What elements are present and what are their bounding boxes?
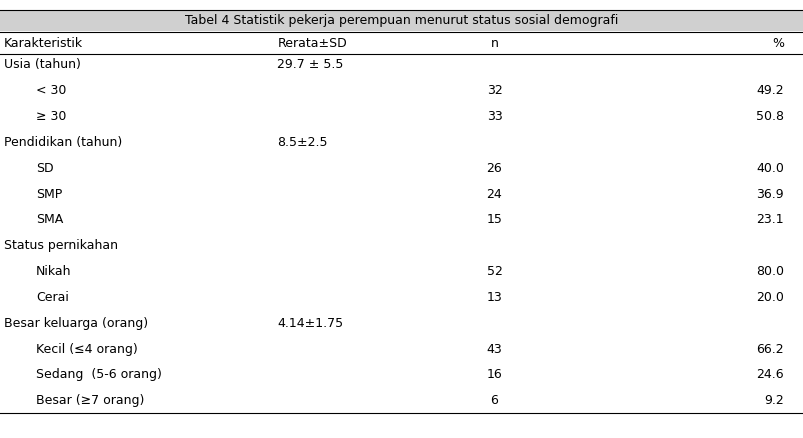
Text: < 30: < 30	[36, 84, 67, 97]
Text: 26: 26	[486, 162, 502, 175]
Text: SMP: SMP	[36, 187, 63, 201]
Text: 29.7 ± 5.5: 29.7 ± 5.5	[277, 58, 344, 71]
FancyBboxPatch shape	[0, 10, 803, 31]
Text: Sedang  (5-6 orang): Sedang (5-6 orang)	[36, 368, 162, 381]
Text: 13: 13	[486, 291, 502, 304]
Text: 49.2: 49.2	[756, 84, 783, 97]
Text: 50.8: 50.8	[755, 110, 783, 123]
Text: 32: 32	[486, 84, 502, 97]
Text: Nikah: Nikah	[36, 265, 71, 278]
Text: 80.0: 80.0	[755, 265, 783, 278]
Text: Usia (tahun): Usia (tahun)	[4, 58, 81, 71]
Text: 16: 16	[486, 368, 502, 381]
Text: SD: SD	[36, 162, 54, 175]
Text: 6: 6	[490, 394, 498, 407]
Text: Rerata±SD: Rerata±SD	[277, 37, 347, 50]
Text: 24: 24	[486, 187, 502, 201]
Text: 40.0: 40.0	[755, 162, 783, 175]
Text: 36.9: 36.9	[756, 187, 783, 201]
Text: Tabel 4 Statistik pekerja perempuan menurut status sosial demografi: Tabel 4 Statistik pekerja perempuan menu…	[185, 14, 618, 27]
Text: Kecil (≤4 orang): Kecil (≤4 orang)	[36, 343, 138, 356]
Text: SMA: SMA	[36, 213, 63, 226]
Text: 15: 15	[486, 213, 502, 226]
Text: Besar (≥7 orang): Besar (≥7 orang)	[36, 394, 145, 407]
Text: Cerai: Cerai	[36, 291, 69, 304]
Text: ≥ 30: ≥ 30	[36, 110, 67, 123]
Text: 23.1: 23.1	[756, 213, 783, 226]
Text: 33: 33	[486, 110, 502, 123]
Text: 24.6: 24.6	[756, 368, 783, 381]
Text: %: %	[771, 37, 783, 50]
Text: 9.2: 9.2	[763, 394, 783, 407]
Text: 52: 52	[486, 265, 502, 278]
Text: 43: 43	[486, 343, 502, 356]
Text: n: n	[490, 37, 498, 50]
Text: 20.0: 20.0	[755, 291, 783, 304]
Text: 8.5±2.5: 8.5±2.5	[277, 136, 328, 149]
Text: Karakteristik: Karakteristik	[4, 37, 83, 50]
Text: 66.2: 66.2	[756, 343, 783, 356]
Text: Pendidikan (tahun): Pendidikan (tahun)	[4, 136, 122, 149]
Text: Status pernikahan: Status pernikahan	[4, 239, 118, 252]
Text: Besar keluarga (orang): Besar keluarga (orang)	[4, 317, 148, 330]
Text: 4.14±1.75: 4.14±1.75	[277, 317, 343, 330]
